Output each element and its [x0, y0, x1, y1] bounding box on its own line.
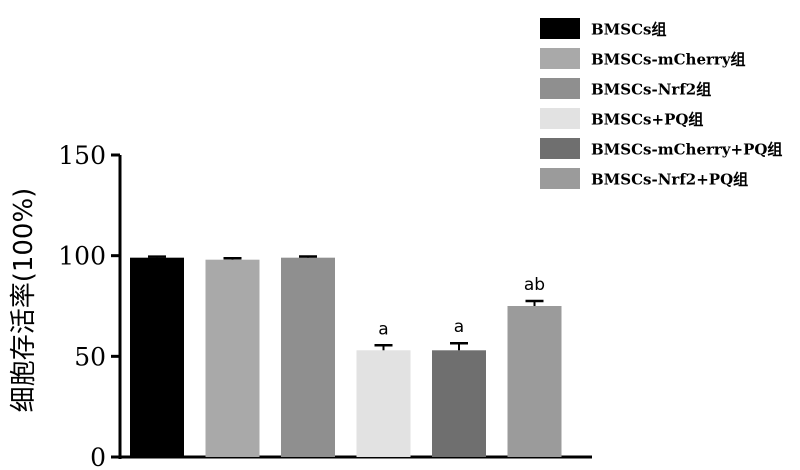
y-axis-label: 细胞存活率(100%)	[9, 188, 39, 413]
bar	[205, 259, 260, 457]
legend-swatch	[540, 168, 580, 189]
significance-label: a	[378, 319, 388, 339]
axes: 0 50 100 150	[58, 141, 592, 470]
legend-label: BMSCs-Nrf2+PQ组	[591, 171, 748, 189]
y-tick-label: 100	[58, 242, 106, 271]
bar	[356, 350, 411, 457]
legend: BMSCs组 BMSCs-mCherry组 BMSCs-Nrf2组 BMSCs+PQ组…	[540, 18, 782, 189]
bar	[130, 257, 184, 457]
significance-label: ab	[524, 275, 545, 295]
y-tick-label: 0	[90, 443, 106, 470]
legend-label: BMSCs+PQ组	[591, 111, 703, 129]
legend-swatch	[540, 108, 580, 129]
y-tick-label: 50	[74, 342, 106, 371]
bars: a a ab	[130, 255, 562, 457]
bar	[507, 306, 562, 457]
legend-swatch	[540, 138, 580, 159]
legend-label: BMSCs组	[591, 21, 667, 39]
legend-swatch	[540, 18, 580, 39]
legend-label: BMSCs-Nrf2组	[591, 81, 711, 99]
legend-swatch	[540, 48, 580, 69]
significance-label: a	[454, 317, 464, 337]
y-tick-label: 150	[58, 141, 106, 170]
legend-label: BMSCs-mCherry组	[591, 51, 746, 69]
legend-swatch	[540, 78, 580, 99]
bar	[281, 257, 335, 457]
bar	[432, 350, 486, 457]
legend-label: BMSCs-mCherry+PQ组	[591, 141, 782, 159]
